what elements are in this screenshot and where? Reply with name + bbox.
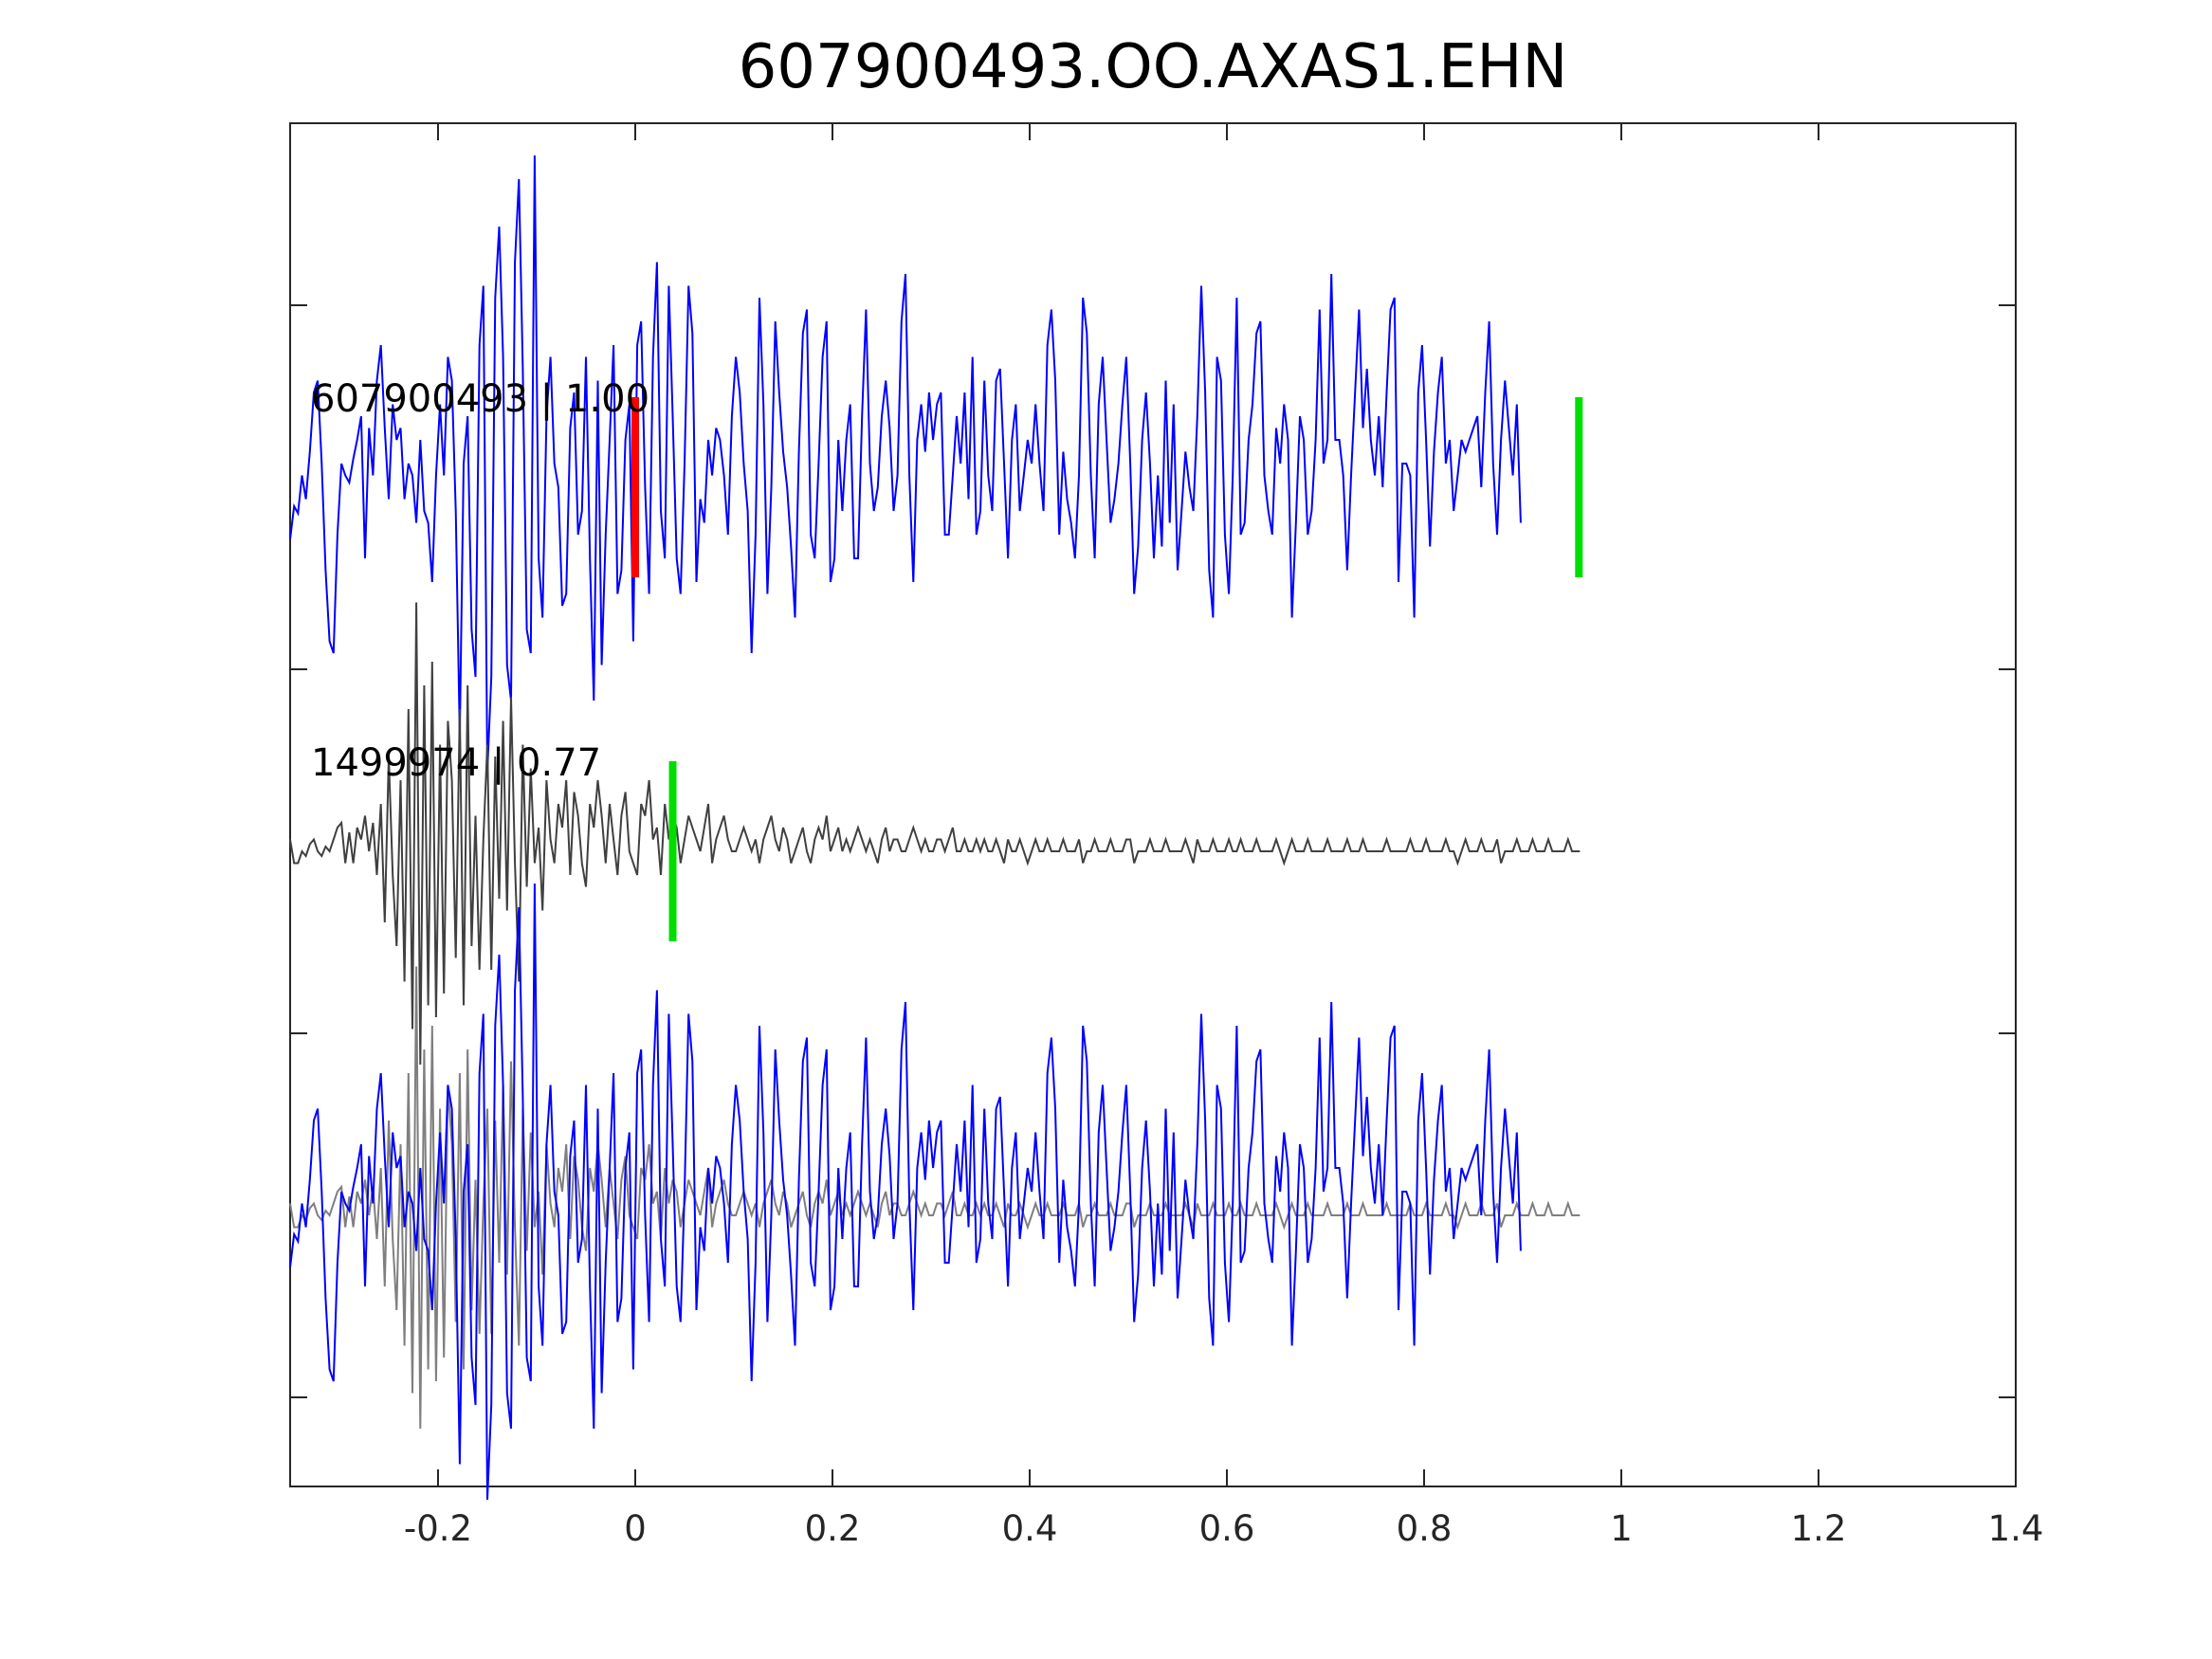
trace-overlay-main (289, 883, 1522, 1501)
pick-markers (631, 397, 1583, 941)
chart-title: 607900493.OO.AXAS1.EHN (739, 32, 1568, 102)
trace-label: 607900493 | 1.00 (311, 377, 649, 421)
trace-main (289, 155, 1522, 773)
x-tick-label: -0.2 (404, 1508, 472, 1549)
plot-area: -0.2 0 0.2 0.4 0.6 0.8 1 1.2 1.4 607900493 | 1.0… (289, 122, 2044, 1549)
trace-label: 1499974 | 0.77 (311, 741, 601, 785)
traces-layer (289, 155, 1581, 1501)
trace-template (289, 602, 1581, 1066)
axes-frame (289, 122, 2017, 1487)
x-tick-label: 1.2 (1791, 1508, 1847, 1549)
ticks-layer (290, 123, 2017, 1486)
x-tick-label: 0.8 (1397, 1508, 1453, 1549)
x-tick-label: 1.4 (1988, 1508, 2044, 1549)
x-tick-labels: -0.2 0 0.2 0.4 0.6 0.8 1 1.2 1.4 (404, 1508, 2044, 1549)
trace-labels: 607900493 | 1.00 1499974 | 0.77 (311, 377, 649, 785)
x-tick-label: 0.2 (805, 1508, 861, 1549)
x-tick-label: 0 (624, 1508, 647, 1549)
x-tick-label: 1 (1610, 1508, 1633, 1549)
x-tick-label: 0.4 (1002, 1508, 1058, 1549)
x-tick-label: 0.6 (1199, 1508, 1255, 1549)
